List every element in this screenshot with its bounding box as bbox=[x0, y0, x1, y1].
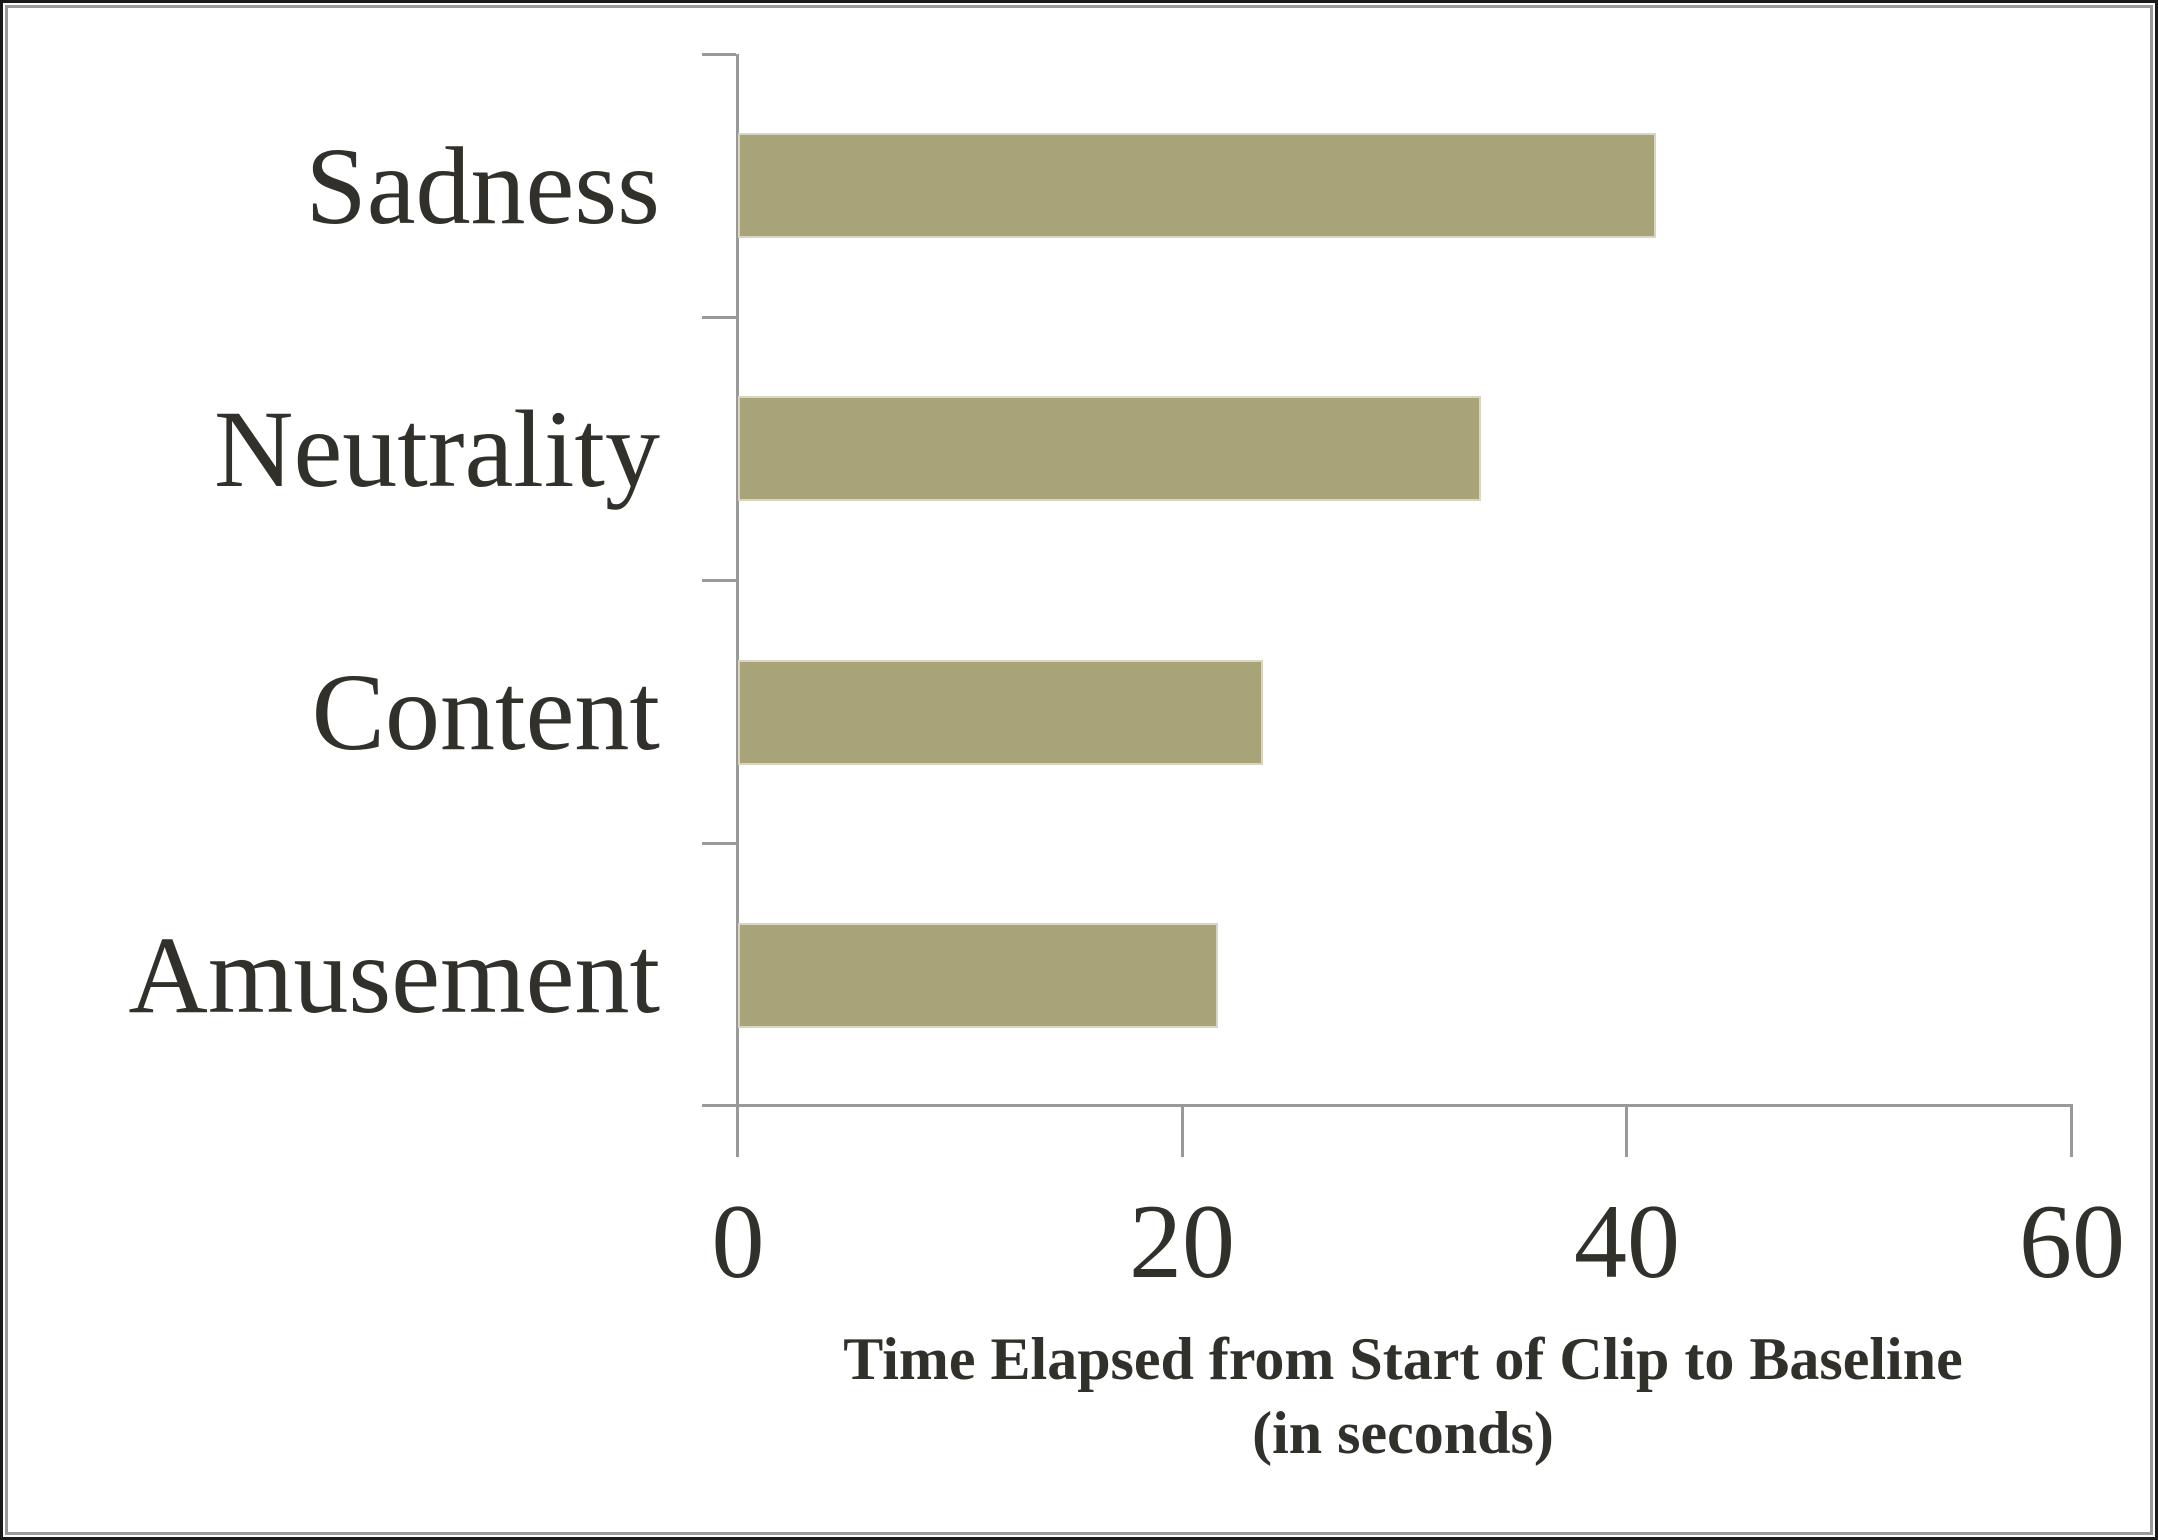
bar-sadness bbox=[738, 133, 1656, 239]
x-tick-mark-3 bbox=[2070, 1107, 2073, 1157]
category-tick-mark-1 bbox=[702, 316, 736, 319]
x-axis-title-line-1: Time Elapsed from Start of Clip to Basel… bbox=[843, 1326, 1963, 1392]
category-tick-mark-3 bbox=[702, 842, 736, 845]
x-tick-label-0: 0 bbox=[711, 1183, 765, 1300]
bar-content bbox=[738, 659, 1263, 765]
bar-neutrality bbox=[738, 396, 1481, 502]
bar-amusement bbox=[738, 922, 1218, 1028]
y-axis-line bbox=[736, 54, 739, 1107]
category-label-neutrality: Neutrality bbox=[214, 387, 660, 510]
category-label-amusement: Amusement bbox=[128, 914, 660, 1037]
x-axis-line bbox=[702, 1104, 2073, 1107]
x-tick-mark-0 bbox=[736, 1107, 739, 1157]
x-tick-mark-2 bbox=[1625, 1107, 1628, 1157]
category-label-content: Content bbox=[311, 651, 660, 774]
category-tick-mark-2 bbox=[702, 579, 736, 582]
category-tick-mark-0 bbox=[702, 53, 736, 56]
x-tick-label-2: 40 bbox=[1574, 1183, 1680, 1300]
x-axis-title-line-2: (in seconds) bbox=[1252, 1400, 1554, 1466]
x-tick-label-1: 20 bbox=[1129, 1183, 1235, 1300]
x-tick-label-3: 60 bbox=[2019, 1183, 2125, 1300]
x-axis-title: Time Elapsed from Start of Clip to Basel… bbox=[736, 1322, 2070, 1470]
x-tick-mark-1 bbox=[1181, 1107, 1184, 1157]
category-label-sadness: Sadness bbox=[305, 124, 660, 247]
